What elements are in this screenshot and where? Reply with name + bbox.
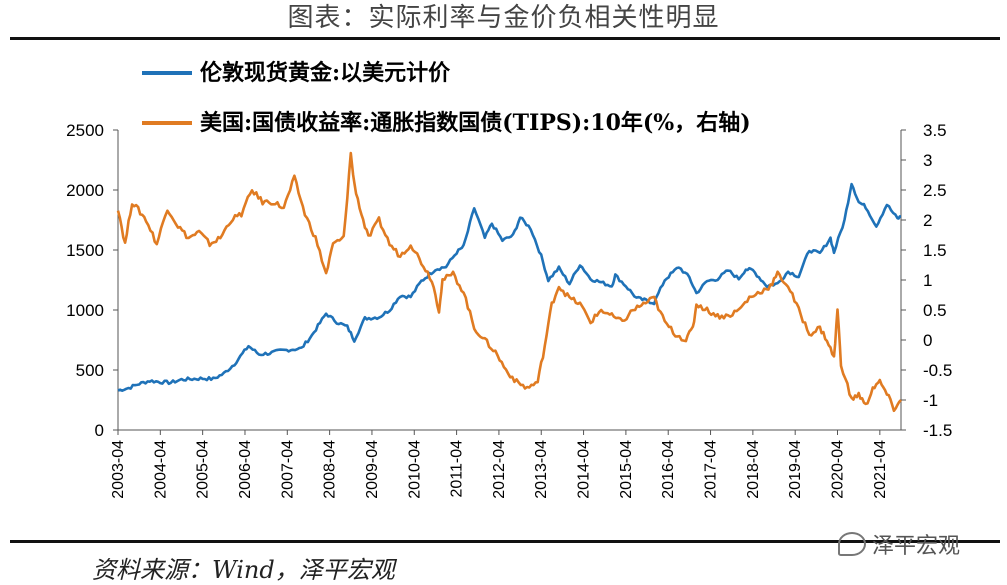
watermark: 泽平宏观 [838, 528, 960, 560]
right-tick-label: 2.5 [923, 181, 947, 200]
series-line-gold [117, 182, 902, 393]
x-tick-label: 2005-04 [195, 440, 212, 499]
x-tick-label: 2015-04 [618, 440, 635, 499]
left-tick-label: 1500 [66, 241, 104, 260]
right-tick-label: 1.5 [923, 241, 947, 260]
x-tick-label: 2017-04 [703, 440, 720, 499]
right-tick-label: -0.5 [923, 361, 952, 380]
x-tick-label: 2019-04 [787, 440, 804, 499]
left-tick-label: 1000 [66, 301, 104, 320]
x-tick-label: 2011-04 [449, 440, 466, 498]
top-divider [10, 37, 1000, 40]
series-line-tips [116, 151, 902, 413]
wechat-icon [838, 532, 866, 556]
right-tick-label: 3.5 [923, 121, 947, 140]
left-tick-label: 500 [76, 361, 104, 380]
source-note: 资料来源：Wind，泽平宏观 [92, 556, 395, 584]
x-tick-label: 2010-04 [406, 440, 423, 499]
right-tick-label: 2 [923, 211, 932, 230]
x-tick-label: 2014-04 [576, 440, 593, 499]
legend-label-tips: 美国:国债收益率:通胀指数国债(TIPS):10年(%，右轴) [200, 110, 751, 136]
chart-title: 图表：实际利率与金价负相关性明显 [287, 3, 720, 33]
left-tick-label: 2000 [66, 181, 104, 200]
left-tick-label: 0 [95, 421, 104, 440]
right-tick-label: 0.5 [923, 301, 947, 320]
right-tick-label: -1.5 [923, 421, 952, 440]
x-tick-label: 2018-04 [745, 440, 762, 499]
x-tick-label: 2012-04 [491, 440, 508, 499]
watermark-text: 泽平宏观 [872, 534, 961, 559]
x-tick-label: 2003-04 [110, 440, 127, 499]
right-tick-label: 3 [923, 151, 932, 170]
x-tick-label: 2006-04 [237, 440, 254, 499]
x-tick-label: 2007-04 [279, 440, 296, 499]
right-tick-label: 1 [923, 271, 932, 290]
x-tick-label: 2020-04 [830, 440, 847, 499]
legend: 伦敦现货黄金:以美元计价 美国:国债收益率:通胀指数国债(TIPS):10年(%… [142, 60, 751, 136]
left-tick-label: 2500 [66, 121, 104, 140]
right-tick-label: 0 [923, 331, 932, 350]
bottom-divider [10, 540, 1000, 543]
x-tick-label: 2009-04 [364, 440, 381, 499]
x-tick-label: 2013-04 [533, 440, 550, 499]
x-tick-label: 2021-04 [872, 440, 889, 499]
legend-label-gold: 伦敦现货黄金:以美元计价 [200, 60, 451, 86]
x-tick-label: 2016-04 [660, 440, 677, 499]
right-tick-label: -1 [923, 391, 938, 410]
x-tick-label: 2004-04 [152, 440, 169, 499]
x-tick-label: 2008-04 [322, 440, 339, 499]
chart: 伦敦现货黄金:以美元计价 美国:国债收益率:通胀指数国债(TIPS):10年(%… [66, 60, 952, 499]
